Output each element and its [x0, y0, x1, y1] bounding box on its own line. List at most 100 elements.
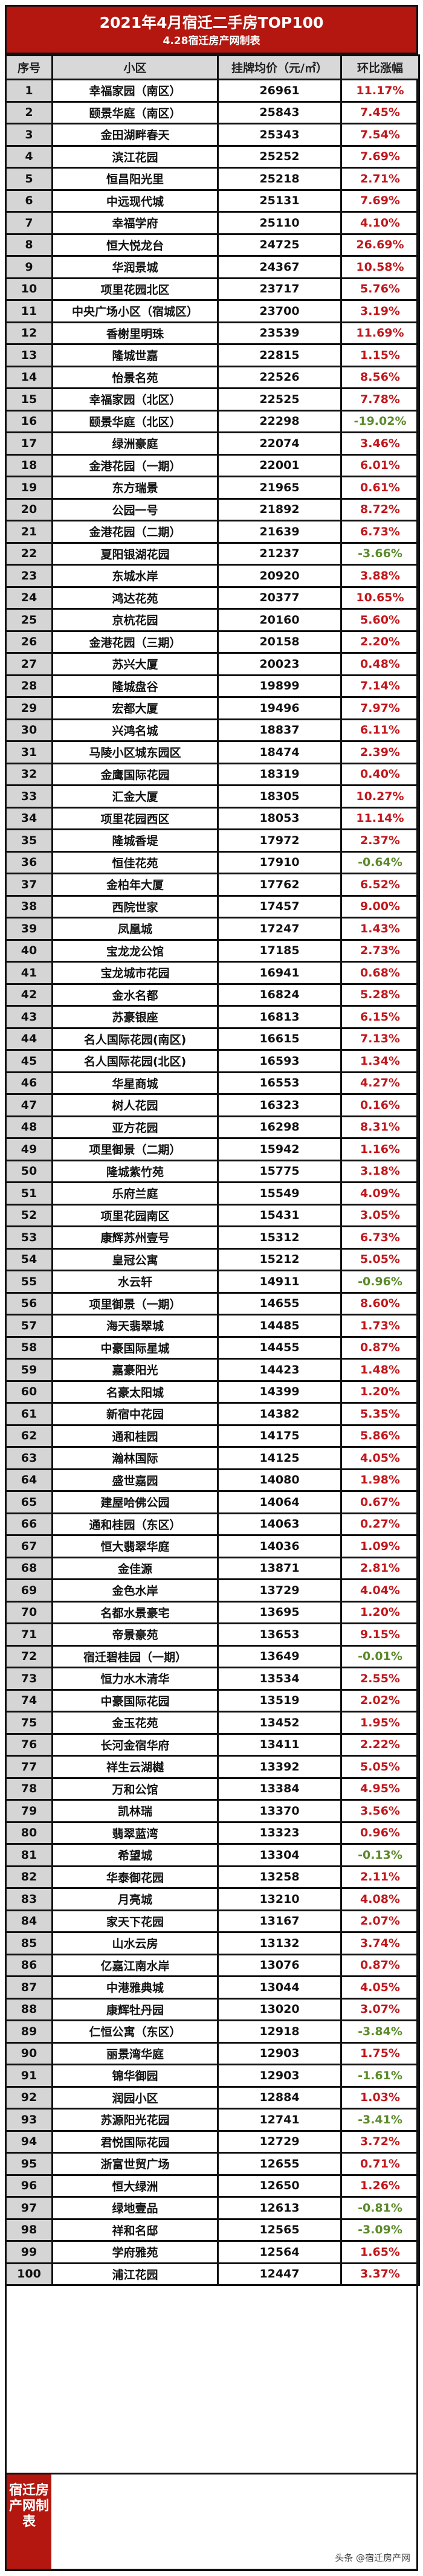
- change-cell: 3.07%: [340, 1997, 420, 2021]
- community-cell: 建屋哈佛公园: [51, 1490, 219, 1514]
- change-cell: 1.20%: [340, 1380, 420, 1404]
- table-row: 28 隆城盘谷 19899 7.14%: [5, 674, 420, 698]
- change-cell: -0.81%: [340, 2196, 420, 2220]
- community-cell: 金鹰国际花园: [51, 762, 219, 786]
- rank-cell: 16: [5, 409, 53, 433]
- price-cell: 16615: [217, 1027, 342, 1051]
- change-cell: 7.13%: [340, 1027, 420, 1051]
- community-cell: 兴鸿名城: [51, 718, 219, 742]
- price-cell: 13729: [217, 1578, 342, 1603]
- change-cell: -3.84%: [340, 2019, 420, 2044]
- table-body: 1 幸福家园（南区） 26961 11.17% 2 颐景华庭（南区） 25843 7.45% 3…: [5, 79, 420, 2286]
- change-cell: 0.40%: [340, 762, 420, 786]
- column-header-price: 挂牌均价（元/㎡）: [217, 54, 342, 80]
- community-cell: 康辉牡丹园: [51, 1997, 219, 2021]
- price-cell: 20920: [217, 564, 342, 588]
- change-cell: 11.69%: [340, 321, 420, 345]
- price-cell: 13519: [217, 1688, 342, 1712]
- rank-cell: 79: [5, 1799, 53, 1823]
- table-row: 46 华星商城 16553 4.27%: [5, 1071, 420, 1095]
- table-row: 22 夏阳银湖花园 21237 -3.66%: [5, 541, 420, 566]
- change-cell: 7.54%: [340, 123, 420, 147]
- rank-cell: 10: [5, 277, 53, 301]
- table-row: 63 瀚林国际 14125 4.05%: [5, 1446, 420, 1470]
- change-cell: 0.87%: [340, 1335, 420, 1360]
- rank-cell: 96: [5, 2174, 53, 2198]
- change-cell: 1.48%: [340, 1358, 420, 1382]
- table-row: 71 帝景豪苑 13653 9.15%: [5, 1622, 420, 1647]
- price-cell: 16553: [217, 1071, 342, 1095]
- price-cell: 25131: [217, 189, 342, 213]
- community-cell: 恒大悦龙台: [51, 233, 219, 257]
- change-cell: 1.75%: [340, 2041, 420, 2065]
- change-cell: 4.05%: [340, 1975, 420, 2000]
- rank-cell: 44: [5, 1027, 53, 1051]
- watermark: 头条 @宿迁房产网: [335, 2552, 410, 2563]
- table-row: 8 恒大悦龙台 24725 26.69%: [5, 233, 420, 257]
- change-cell: 6.73%: [340, 1225, 420, 1250]
- price-cell: 23539: [217, 321, 342, 345]
- rank-cell: 83: [5, 1887, 53, 1911]
- rank-cell: 82: [5, 1865, 53, 1889]
- change-cell: 7.14%: [340, 674, 420, 698]
- change-cell: 6.15%: [340, 1005, 420, 1029]
- change-cell: 5.60%: [340, 608, 420, 632]
- price-cell: 25110: [217, 211, 342, 235]
- price-cell: 14063: [217, 1512, 342, 1536]
- table-row: 86 亿嘉江南水岸 13076 0.87%: [5, 1953, 420, 1977]
- table-row: 19 东方瑞景 21965 0.61%: [5, 476, 420, 500]
- price-cell: 17972: [217, 828, 342, 853]
- community-cell: 嘉豪阳光: [51, 1358, 219, 1382]
- price-cell: 17762: [217, 873, 342, 897]
- change-cell: 0.71%: [340, 2152, 420, 2176]
- community-cell: 浦江花园: [51, 2262, 219, 2286]
- change-cell: 1.73%: [340, 1314, 420, 1338]
- change-cell: 1.43%: [340, 917, 420, 941]
- change-cell: 5.86%: [340, 1424, 420, 1448]
- table-row: 93 苏源阳光花园 12741 -3.41%: [5, 2108, 420, 2132]
- change-cell: 1.34%: [340, 1049, 420, 1073]
- community-cell: 中豪国际花园: [51, 1688, 219, 1712]
- price-cell: 17247: [217, 917, 342, 941]
- community-cell: 隆城盘谷: [51, 674, 219, 698]
- change-cell: 5.05%: [340, 1247, 420, 1271]
- rank-cell: 52: [5, 1203, 53, 1227]
- price-cell: 13534: [217, 1667, 342, 1691]
- price-cell: 21237: [217, 541, 342, 566]
- community-cell: 树人花园: [51, 1093, 219, 1117]
- change-cell: 5.76%: [340, 277, 420, 301]
- community-cell: 绿地壹品: [51, 2196, 219, 2220]
- price-cell: 21892: [217, 497, 342, 521]
- table-row: 96 恒大绿洲 12650 1.26%: [5, 2174, 420, 2198]
- community-cell: 颐景华庭（北区）: [51, 409, 219, 433]
- community-cell: 凯林瑞: [51, 1799, 219, 1823]
- rank-cell: 93: [5, 2108, 53, 2132]
- community-cell: 祥和名邸: [51, 2218, 219, 2242]
- rank-cell: 49: [5, 1137, 53, 1161]
- table-row: 97 绿地壹品 12613 -0.81%: [5, 2196, 420, 2220]
- price-cell: 25843: [217, 100, 342, 124]
- rank-cell: 57: [5, 1314, 53, 1338]
- community-cell: 月亮城: [51, 1887, 219, 1911]
- column-header-rank: 序号: [5, 54, 53, 80]
- rank-cell: 94: [5, 2129, 53, 2154]
- table-row: 85 山水云房 13132 3.74%: [5, 1931, 420, 1955]
- community-cell: 京杭花园: [51, 608, 219, 632]
- rank-cell: 45: [5, 1049, 53, 1073]
- community-cell: 亚方花园: [51, 1115, 219, 1139]
- price-cell: 21965: [217, 476, 342, 500]
- rank-cell: 48: [5, 1115, 53, 1139]
- community-cell: 汇金大厦: [51, 784, 219, 809]
- price-cell: 25252: [217, 144, 342, 169]
- table-row: 47 树人花园 16323 0.16%: [5, 1093, 420, 1117]
- change-cell: 3.72%: [340, 2129, 420, 2154]
- rank-cell: 35: [5, 828, 53, 853]
- community-cell: 盛世嘉园: [51, 1468, 219, 1492]
- community-cell: 项里花园西区: [51, 806, 219, 830]
- community-cell: 幸福家园（北区）: [51, 387, 219, 412]
- table-row: 80 翡翠蓝湾 13323 0.96%: [5, 1821, 420, 1845]
- change-cell: 1.26%: [340, 2174, 420, 2198]
- change-cell: 7.78%: [340, 387, 420, 412]
- table-row: 11 中央广场小区（宿城区） 23700 3.19%: [5, 299, 420, 323]
- change-cell: -1.61%: [340, 2064, 420, 2088]
